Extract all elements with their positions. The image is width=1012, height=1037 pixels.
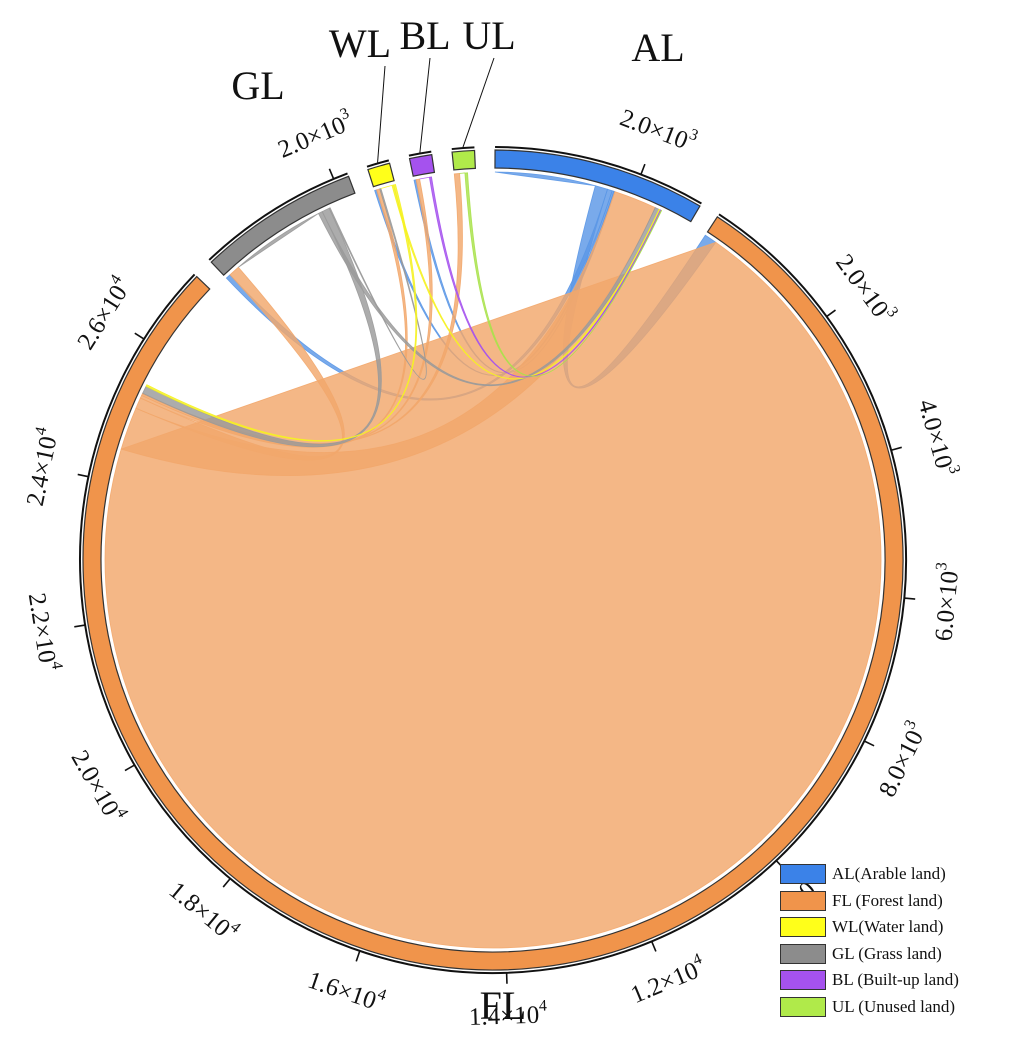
legend-swatch-al bbox=[780, 864, 826, 885]
tick-fl-26000 bbox=[134, 332, 145, 340]
tick-al-2000 bbox=[640, 163, 646, 175]
tick-fl-6000 bbox=[904, 597, 916, 600]
leader-bl bbox=[419, 57, 431, 153]
tick-label-gl-2000: 2.0×103 bbox=[273, 105, 357, 164]
legend-item-ul: UL (Unused land) bbox=[780, 995, 1006, 1020]
tick-label-fl-14000: 1.4×104 bbox=[468, 997, 547, 1031]
tick-label-fl-22000: 2.2×104 bbox=[23, 590, 66, 672]
legend-swatch-gl bbox=[780, 943, 826, 964]
legend-swatch-ul bbox=[780, 996, 826, 1017]
segment-label-layer: AL FL GL WL BL UL bbox=[231, 13, 684, 1028]
rim-wl bbox=[366, 159, 390, 168]
tick-label-fl-16000: 1.6×104 bbox=[304, 963, 388, 1018]
legend-swatch-fl bbox=[780, 890, 826, 911]
ribbon-bl-to-bl bbox=[419, 176, 430, 180]
rim-fl bbox=[79, 213, 907, 974]
tick-fl-12000 bbox=[650, 940, 657, 952]
tick-label-fl-2000: 2.0×103 bbox=[830, 247, 901, 329]
legend-item-al: AL(Arable land) bbox=[780, 862, 1006, 887]
tick-fl-4000 bbox=[890, 446, 902, 451]
tick-fl-18000 bbox=[222, 878, 231, 888]
segment-arc-layer bbox=[79, 146, 907, 974]
legend-text-fl: FL (Forest land) bbox=[832, 890, 943, 910]
segment-label-gl: GL bbox=[231, 63, 284, 108]
rim-gl bbox=[208, 172, 348, 261]
tick-fl-2000 bbox=[826, 309, 836, 318]
legend-text-al: AL(Arable land) bbox=[832, 864, 946, 884]
legend-item-gl: GL (Grass land) bbox=[780, 942, 1006, 967]
ribbon-wl-to-al bbox=[391, 184, 661, 380]
ribbon-gl-to-wl bbox=[328, 188, 427, 380]
tick-gl-2000 bbox=[328, 168, 335, 180]
segment-label-ul: UL bbox=[462, 13, 515, 58]
legend-swatch-wl bbox=[780, 917, 826, 938]
legend-text-gl: GL (Grass land) bbox=[832, 943, 942, 963]
legend-item-wl: WL(Water land) bbox=[780, 915, 1006, 940]
ribbon-layer bbox=[104, 171, 882, 949]
tick-label-al-2000: 2.0×103 bbox=[616, 100, 700, 157]
arc-fl bbox=[82, 215, 904, 971]
tick-fl-22000 bbox=[74, 624, 86, 628]
legend-swatch-bl bbox=[780, 970, 826, 991]
tick-label-fl-18000: 1.8×104 bbox=[164, 873, 244, 947]
legend-text-bl: BL (Built-up land) bbox=[832, 970, 959, 990]
tick-label-fl-12000: 1.2×104 bbox=[625, 950, 709, 1009]
segment-label-wl: WL bbox=[329, 21, 391, 66]
ribbon-wl-to-fl bbox=[145, 183, 418, 442]
arc-bl bbox=[408, 153, 436, 177]
arc-ul bbox=[451, 149, 476, 171]
ribbon-fl-to-gl bbox=[135, 266, 345, 461]
arc-wl bbox=[367, 162, 395, 188]
tick-label-fl-4000: 4.0×103 bbox=[913, 395, 964, 479]
segment-label-al: AL bbox=[631, 25, 684, 70]
ribbon-fl-to-wl bbox=[139, 188, 408, 448]
tick-fl-24000 bbox=[77, 473, 89, 478]
arc-gl bbox=[210, 175, 356, 277]
tick-fl-20000 bbox=[124, 764, 135, 772]
ribbon-fl-to-fl bbox=[104, 241, 882, 949]
legend-item-fl: FL (Forest land) bbox=[780, 889, 1006, 914]
rim-al bbox=[495, 146, 702, 205]
arc-al bbox=[494, 149, 701, 223]
rim-bl bbox=[408, 150, 432, 157]
tick-label-fl-24000: 2.4×104 bbox=[18, 425, 64, 508]
tick-label-fl-20000: 2.0×104 bbox=[66, 744, 132, 827]
legend: AL(Arable land) FL (Forest land) WL(Water … bbox=[780, 862, 1006, 1021]
ribbon-wl-to-wl bbox=[380, 185, 393, 189]
ribbon-gl-to-fl bbox=[142, 207, 382, 448]
leader-wl bbox=[377, 65, 386, 163]
leader-ul bbox=[462, 57, 495, 148]
ribbon-bl-to-al bbox=[428, 176, 662, 378]
ribbon-ul-to-al bbox=[464, 172, 663, 377]
legend-text-ul: UL (Unused land) bbox=[832, 996, 956, 1016]
segment-label-bl: BL bbox=[399, 13, 450, 58]
tick-fl-8000 bbox=[863, 740, 875, 747]
tick-fl-16000 bbox=[355, 950, 361, 962]
tick-label-fl-6000: 6.0×103 bbox=[926, 561, 964, 642]
tick-label-fl-26000: 2.6×104 bbox=[69, 272, 137, 355]
legend-text-wl: WL(Water land) bbox=[832, 917, 944, 937]
legend-item-bl: BL (Built-up land) bbox=[780, 968, 1006, 993]
rim-ul bbox=[451, 146, 475, 151]
tick-label-fl-8000: 8.0×103 bbox=[870, 717, 932, 801]
segment-label-fl: FL bbox=[480, 983, 527, 1028]
ribbon-gl-to-al bbox=[317, 207, 660, 387]
